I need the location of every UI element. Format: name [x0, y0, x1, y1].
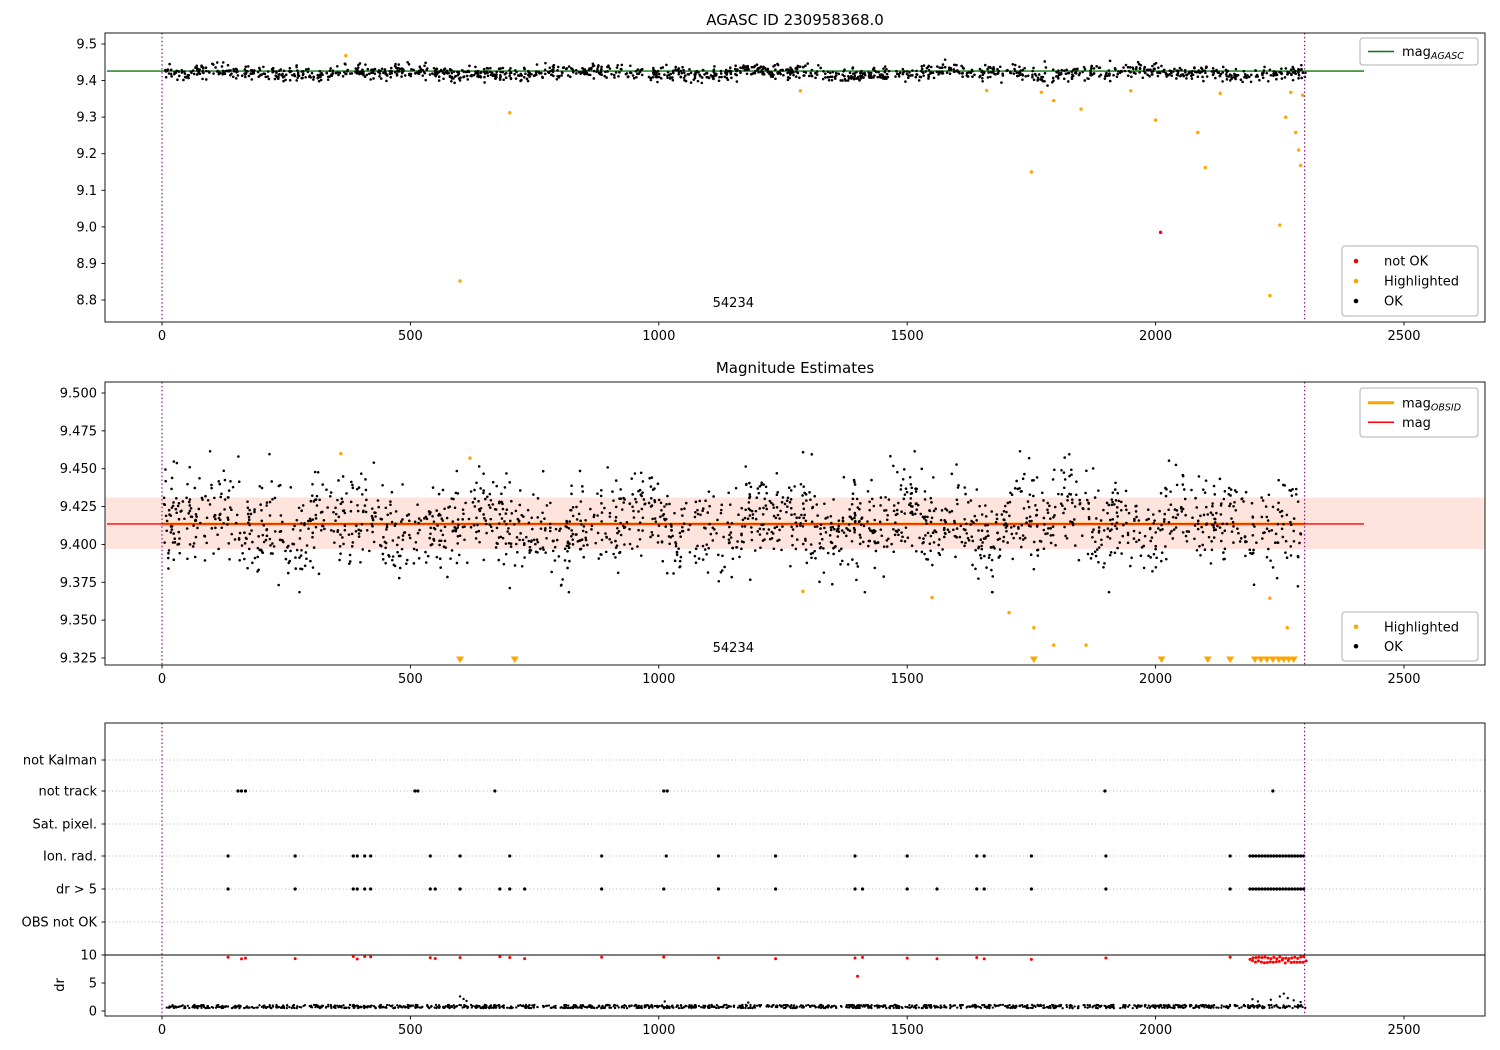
plot2-title: Magnitude Estimates — [715, 359, 875, 377]
plot2-obsid-annotation: 54234 — [713, 641, 754, 656]
plot1-obsid-annotation: 54234 — [713, 296, 754, 311]
svg-text:9.425: 9.425 — [60, 500, 97, 515]
plot1-not-ok-points — [1158, 230, 1163, 235]
svg-text:9.3: 9.3 — [76, 111, 97, 126]
plot2-highlighted-points — [339, 451, 1289, 647]
svg-text:2000: 2000 — [1139, 329, 1172, 344]
plot1-legend-markers: not OK Highlighted OK — [1341, 245, 1479, 317]
svg-text:0: 0 — [158, 672, 166, 687]
plot1-obsid-boundaries — [161, 33, 1306, 322]
svg-text:2000: 2000 — [1139, 672, 1172, 687]
svg-text:Highlighted: Highlighted — [1384, 620, 1459, 635]
svg-text:9.375: 9.375 — [60, 576, 97, 591]
svg-text:500: 500 — [398, 672, 423, 687]
svg-text:500: 500 — [398, 1023, 423, 1038]
svg-text:Highlighted: Highlighted — [1384, 275, 1459, 290]
plot3-dr-axis-label: dr — [53, 978, 68, 992]
svg-text:8.8: 8.8 — [76, 294, 97, 309]
plot1-highlighted-points — [344, 54, 1305, 298]
plot2-legend-markers: Highlighted OK — [1341, 611, 1479, 662]
svg-text:1000: 1000 — [642, 329, 675, 344]
svg-text:not OK: not OK — [1384, 255, 1429, 270]
svg-text:9.325: 9.325 — [60, 652, 97, 667]
svg-text:OK: OK — [1384, 640, 1403, 655]
svg-text:9.0: 9.0 — [76, 220, 97, 235]
svg-text:1500: 1500 — [891, 1023, 924, 1038]
svg-text:1500: 1500 — [891, 329, 924, 344]
plot1-ok-points — [164, 58, 1307, 87]
svg-text:2500: 2500 — [1387, 329, 1420, 344]
svg-text:1500: 1500 — [891, 672, 924, 687]
svg-text:9.475: 9.475 — [60, 424, 97, 439]
svg-text:9.2: 9.2 — [76, 147, 97, 162]
plot2-obsid-boundaries — [161, 382, 1306, 665]
svg-text:dr: dr — [53, 978, 68, 992]
svg-text:0: 0 — [158, 329, 166, 344]
svg-text:2000: 2000 — [1139, 1023, 1172, 1038]
svg-text:OK: OK — [1384, 295, 1403, 310]
plot3-gridlines — [105, 759, 1485, 923]
svg-text:9.4: 9.4 — [76, 74, 97, 89]
svg-text:9.350: 9.350 — [60, 614, 97, 629]
plot1-legend-line: magAGASC — [1359, 37, 1479, 66]
svg-text:mag: mag — [1402, 416, 1431, 431]
plot3-obsid-boundaries — [161, 723, 1306, 1016]
plot2-clipped-low-markers — [456, 656, 1298, 663]
plot1-axes: 0 500 1000 1500 2000 2500 8.8 8.9 9.0 9.1 9.2 9.3 9.… — [76, 32, 1486, 344]
svg-text:2500: 2500 — [1387, 672, 1420, 687]
svg-text:54234: 54234 — [713, 641, 754, 656]
plot2: 54234 — [105, 382, 1485, 665]
plot3-flag-points — [226, 789, 1306, 891]
svg-text:8.9: 8.9 — [76, 257, 97, 272]
plot1-title: AGASC ID 230958368.0 — [706, 11, 884, 29]
plot3-dr-clipped-points — [226, 955, 1308, 978]
svg-text:9.500: 9.500 — [60, 387, 97, 402]
svg-text:0: 0 — [158, 1023, 166, 1038]
svg-text:9.5: 9.5 — [76, 38, 97, 53]
plot3-dr-points — [165, 992, 1307, 1010]
plot1: 54234 — [107, 33, 1364, 322]
svg-text:1000: 1000 — [642, 672, 675, 687]
svg-text:9.1: 9.1 — [76, 184, 97, 199]
svg-text:9.450: 9.450 — [60, 462, 97, 477]
plot2-ok-points — [162, 450, 1303, 594]
plot3: dr — [53, 723, 1485, 1016]
svg-text:9.400: 9.400 — [60, 538, 97, 553]
svg-text:2500: 2500 — [1387, 1023, 1420, 1038]
svg-text:1000: 1000 — [642, 1023, 675, 1038]
svg-text:54234: 54234 — [713, 296, 754, 311]
plot2-axes: 0 500 1000 1500 2000 2500 9.325 9.350 9.375 9.400… — [60, 381, 1486, 687]
svg-text:500: 500 — [398, 329, 423, 344]
